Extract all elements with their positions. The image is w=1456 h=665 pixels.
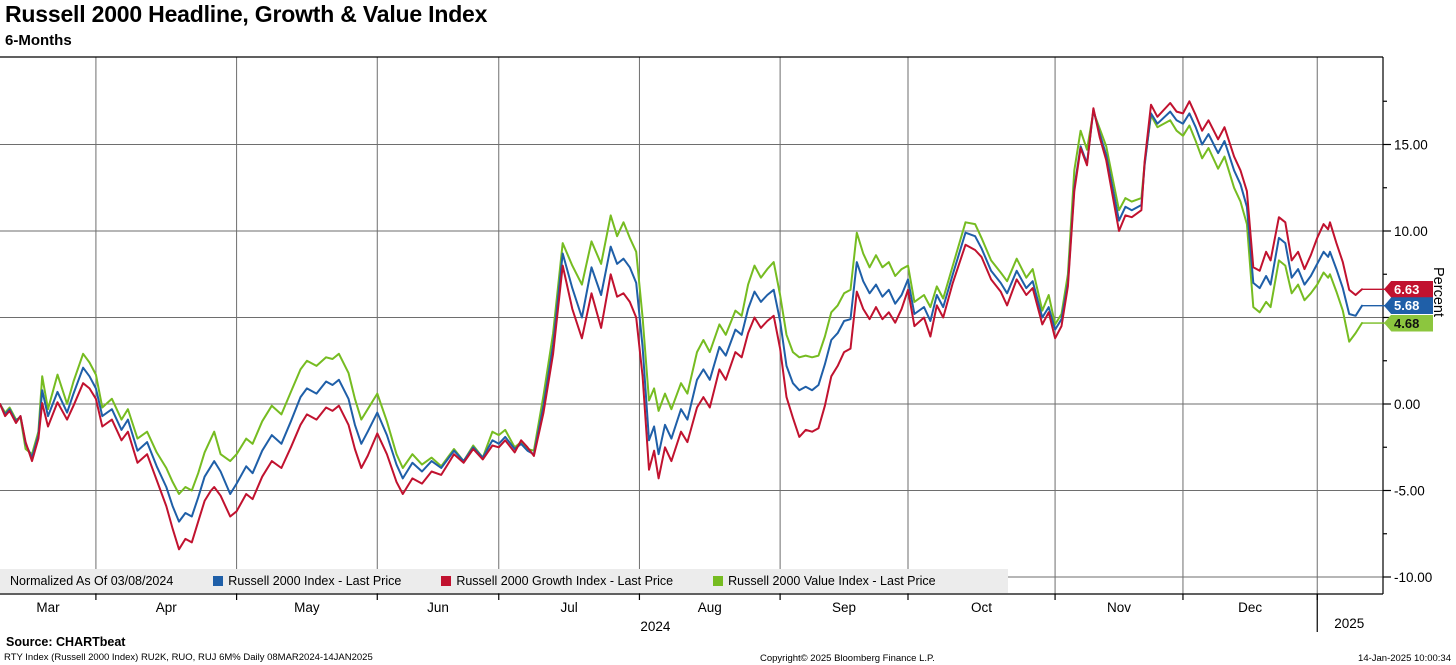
series-line bbox=[0, 108, 1363, 523]
y-tick-label: 0.00 bbox=[1394, 397, 1420, 412]
y-tick-label: 15.00 bbox=[1394, 138, 1428, 153]
footer-timestamp: 14-Jan-2025 10:00:34 bbox=[1358, 653, 1451, 664]
legend-item: Russell 2000 Growth Index - Last Price bbox=[441, 574, 673, 588]
x-month-label: Sep bbox=[832, 600, 856, 615]
legend-label: Russell 2000 Value Index - Last Price bbox=[728, 574, 936, 588]
y-axis-title: Percent bbox=[1430, 267, 1446, 317]
x-month-label: Oct bbox=[971, 600, 992, 615]
y-tick-label: -10.00 bbox=[1394, 570, 1432, 585]
last-price-tag-index: 5.68 bbox=[1384, 297, 1433, 315]
footer-ticker-line: RTY Index (Russell 2000 Index) RU2K, RUO… bbox=[4, 652, 373, 663]
y-tick-label: -5.00 bbox=[1394, 484, 1425, 499]
chart-subtitle: 6-Months bbox=[5, 32, 72, 49]
footer-source: Source: CHARTbeat bbox=[6, 635, 126, 649]
legend-swatch bbox=[713, 576, 724, 586]
y-tick-label: 10.00 bbox=[1394, 224, 1428, 239]
footer-copyright: Copyright© 2025 Bloomberg Finance L.P. bbox=[760, 653, 935, 664]
x-year-label-2025: 2025 bbox=[1334, 616, 1364, 631]
x-month-label: Dec bbox=[1238, 600, 1262, 615]
x-month-label: Jun bbox=[427, 600, 449, 615]
x-month-label: Aug bbox=[698, 600, 722, 615]
legend-normalized-note: Normalized As Of 03/08/2024 bbox=[10, 574, 173, 588]
x-month-label: May bbox=[294, 600, 320, 615]
legend-item: Russell 2000 Value Index - Last Price bbox=[713, 574, 936, 588]
legend-item: Russell 2000 Index - Last Price bbox=[213, 574, 401, 588]
legend-label: Russell 2000 Growth Index - Last Price bbox=[456, 574, 674, 588]
last-price-tag-growth: 6.63 bbox=[1384, 280, 1433, 298]
page-title: Russell 2000 Headline, Growth & Value In… bbox=[5, 1, 488, 27]
series-line bbox=[0, 110, 1363, 495]
x-year-label-2024: 2024 bbox=[640, 619, 671, 634]
x-month-label: Mar bbox=[36, 600, 60, 615]
x-month-label: Nov bbox=[1107, 600, 1131, 615]
legend-label: Normalized As Of 03/08/2024 bbox=[10, 574, 174, 588]
x-month-label: Jul bbox=[560, 600, 577, 615]
x-month-label: Apr bbox=[156, 600, 178, 615]
legend-swatch bbox=[441, 576, 452, 586]
legend-swatch bbox=[213, 576, 224, 586]
last-price-tag-value: 4.68 bbox=[1384, 314, 1433, 332]
legend-bar: Normalized As Of 03/08/2024 Russell 2000 … bbox=[0, 569, 1008, 593]
series-line bbox=[0, 100, 1363, 551]
legend-label: Russell 2000 Index - Last Price bbox=[228, 574, 402, 588]
